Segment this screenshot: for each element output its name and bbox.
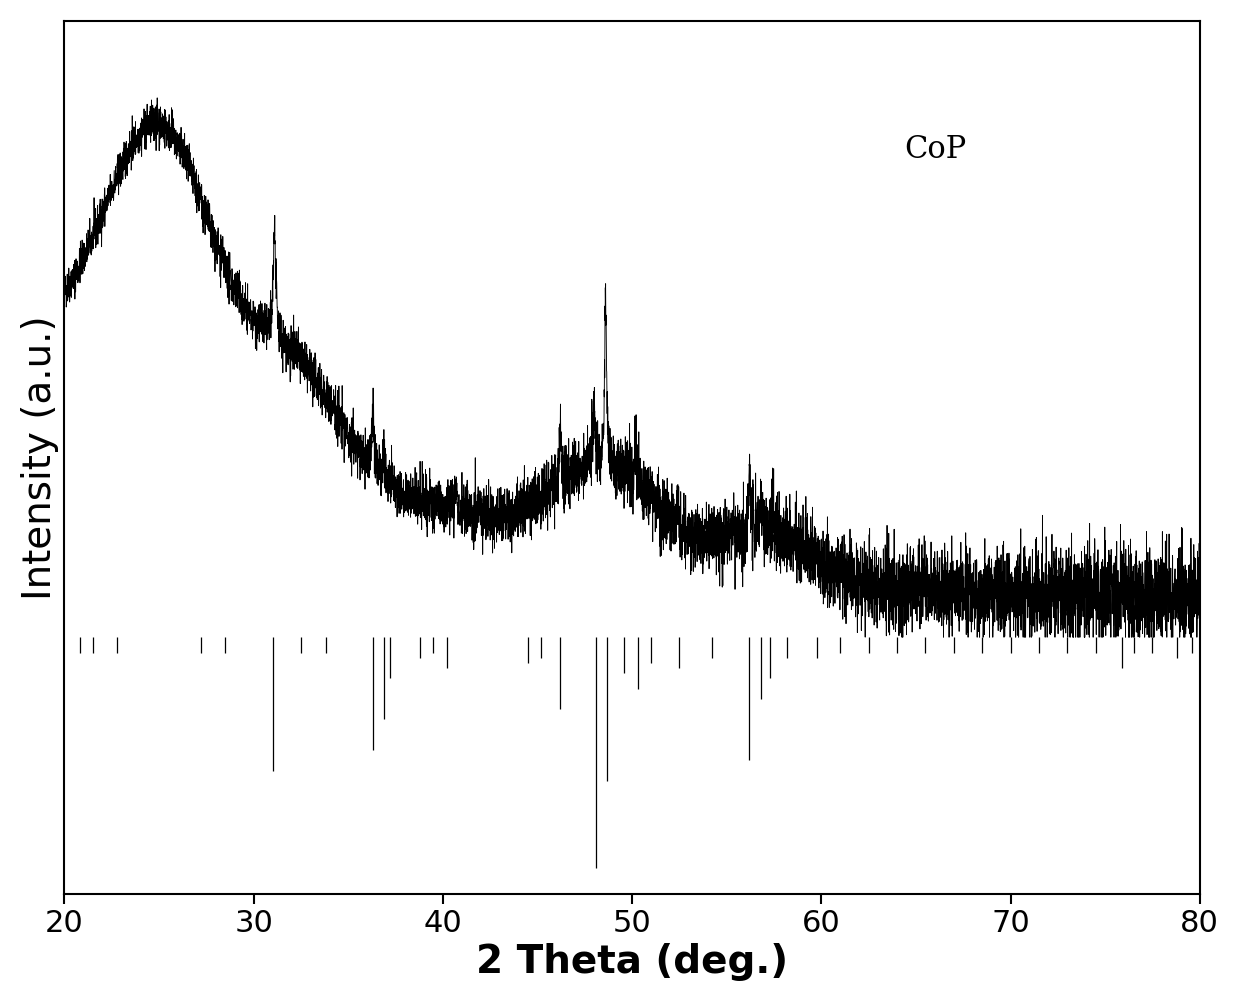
X-axis label: 2 Theta (deg.): 2 Theta (deg.)	[476, 943, 789, 981]
Text: CoP: CoP	[904, 134, 967, 165]
Y-axis label: Intensity (a.u.): Intensity (a.u.)	[21, 315, 58, 600]
